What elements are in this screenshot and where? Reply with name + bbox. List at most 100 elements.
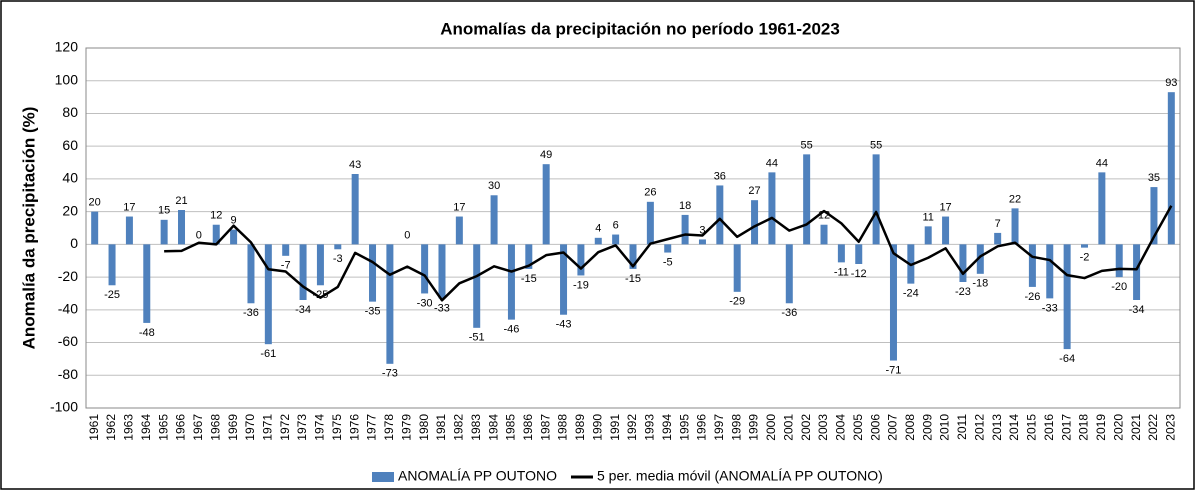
bar (837, 244, 845, 263)
x-tick-label: 1974 (313, 414, 327, 441)
bar (386, 244, 394, 364)
x-tick-label: 2002 (799, 414, 813, 441)
data-label: -30 (417, 297, 433, 309)
bar (1011, 208, 1019, 245)
x-tick-label: 1968 (208, 414, 222, 441)
data-label: 17 (123, 201, 135, 213)
bar (143, 244, 151, 323)
data-label: 44 (766, 157, 778, 169)
data-label: 27 (748, 185, 760, 197)
y-axis-label: Anomalía da precipitación (%) (19, 107, 38, 350)
x-tick-label: 1972 (278, 414, 292, 441)
bar (594, 237, 602, 245)
x-tick-label: 2007 (886, 414, 900, 441)
data-label: 7 (995, 218, 1001, 230)
bar (1080, 244, 1088, 248)
bar (91, 211, 99, 245)
data-label: -18 (972, 278, 988, 290)
x-tick-label: 1973 (295, 414, 309, 441)
bar (351, 174, 359, 245)
bar (994, 232, 1002, 245)
data-label: -12 (851, 268, 867, 280)
x-tick-label: 1978 (382, 414, 396, 441)
bar (473, 244, 481, 328)
bar (490, 195, 498, 245)
bar (1115, 244, 1123, 278)
bar (1046, 244, 1054, 299)
x-tick-label: 1998 (729, 414, 743, 441)
x-tick-label: 2021 (1129, 414, 1143, 441)
data-label: -2 (1080, 252, 1090, 264)
data-label: -64 (1059, 353, 1075, 365)
bar (959, 244, 967, 282)
x-tick-label: 2022 (1146, 414, 1160, 441)
data-label: -23 (955, 286, 971, 298)
x-tick-label: 1965 (156, 414, 170, 441)
data-label: -46 (503, 324, 519, 336)
data-label: 36 (714, 170, 726, 182)
bar (768, 172, 776, 245)
bar (438, 244, 446, 299)
bar (421, 244, 429, 294)
data-label: -61 (260, 348, 276, 360)
x-tick-label: 2020 (1111, 414, 1125, 441)
data-label: -5 (663, 256, 673, 268)
bar (542, 164, 550, 245)
bar (108, 244, 116, 286)
y-tick-label: 20 (62, 202, 78, 218)
x-tick-label: 1979 (399, 414, 413, 441)
x-tick-label: 2019 (1094, 414, 1108, 441)
x-tick-label: 1982 (452, 414, 466, 441)
x-tick-label: 2006 (868, 414, 882, 441)
legend-label: ANOMALÍA PP OUTONO (398, 468, 557, 484)
bar (1098, 172, 1106, 245)
x-tick-label: 1989 (573, 414, 587, 441)
bar (1063, 244, 1071, 350)
bar (125, 216, 133, 245)
data-label: 55 (801, 139, 813, 151)
bar (751, 200, 759, 245)
bar (612, 234, 620, 245)
x-tick-label: 2018 (1077, 414, 1091, 441)
data-label: 15 (158, 205, 170, 217)
data-label: 12 (210, 210, 222, 222)
data-label: -29 (729, 296, 745, 308)
bar (507, 244, 515, 320)
x-tick-label: 1975 (330, 414, 344, 441)
bar (855, 244, 863, 264)
y-tick-label: -20 (58, 268, 78, 284)
bar (924, 226, 932, 245)
data-label: 11 (922, 211, 933, 223)
x-tick-label: 2012 (972, 414, 986, 441)
bar (160, 219, 168, 245)
data-label: -35 (365, 306, 381, 318)
x-tick-label: 1987 (538, 414, 552, 441)
bar (282, 244, 290, 256)
data-label: 0 (404, 229, 410, 241)
x-tick-label: 1984 (486, 414, 500, 441)
data-label: 21 (175, 195, 187, 207)
data-label: -11 (834, 266, 849, 278)
x-tick-label: 1986 (521, 414, 535, 441)
x-tick-label: 2001 (781, 414, 795, 441)
x-tick-label: 1962 (104, 414, 118, 441)
y-tick-label: 80 (62, 104, 78, 120)
x-tick-label: 1991 (608, 414, 622, 441)
x-tick-label: 1996 (695, 414, 709, 441)
data-label: -71 (886, 364, 902, 376)
data-label: 43 (349, 159, 361, 171)
x-tick-label: 2013 (990, 414, 1004, 441)
data-label: -33 (434, 302, 450, 314)
data-label: 93 (1165, 77, 1177, 89)
data-label: -15 (521, 273, 537, 285)
data-label: 26 (644, 187, 656, 199)
chart-title: Anomalías da precipitación no período 19… (440, 19, 840, 38)
y-tick-label: 40 (62, 170, 78, 186)
data-label: -15 (625, 273, 641, 285)
bar (785, 244, 793, 304)
data-label: -24 (903, 288, 919, 300)
data-label: -34 (295, 304, 311, 316)
plot-area (85, 47, 1181, 409)
x-tick-label: 1993 (643, 414, 657, 441)
